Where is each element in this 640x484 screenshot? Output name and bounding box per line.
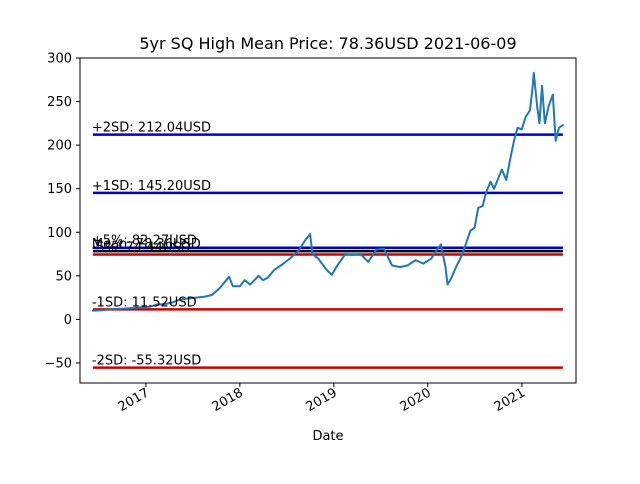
reference-line-label: -5%: 74.44USD (92, 241, 191, 256)
y-tick-label: −50 (45, 356, 72, 371)
reference-line-label: +2SD: 212.04USD (92, 121, 211, 136)
reference-lines (92, 133, 563, 369)
reference-line-label: +5%: 82.27USD (92, 234, 197, 249)
plot-area-frame (79, 57, 577, 384)
y-tick-label: 0 (64, 313, 72, 328)
x-tick-label: 2020 (398, 385, 434, 415)
y-tick-label: 100 (47, 226, 72, 241)
x-tick-label: 2017 (116, 385, 152, 415)
y-tick-label: 250 (47, 95, 72, 110)
y-tick-label: 300 (47, 52, 72, 67)
x-axis-label: Date (312, 429, 343, 444)
y-tick-label: 50 (55, 269, 72, 284)
reference-line-label: Mean: 78.36USD (92, 237, 201, 252)
y-axis: −50 0 50 100 150 200 250 300 (45, 52, 80, 371)
reference-line-label: +1SD: 145.20USD (92, 179, 211, 194)
chart-title: 5yr SQ High Mean Price: 78.36USD 2021-06… (139, 34, 516, 53)
reference-annotations: +2SD: 212.04USD +1SD: 145.20USD +5%: 82.27… (92, 121, 211, 369)
price-series (91, 71, 564, 312)
x-axis: 2017 2018 2019 2020 2021 (116, 383, 528, 415)
reference-line-label: -1SD: 11.52USD (92, 295, 197, 310)
x-tick-label: 2019 (304, 385, 340, 415)
reference-line-label: -2SD: -55.32USD (92, 354, 201, 369)
x-tick-label: 2018 (210, 385, 246, 415)
y-tick-label: 200 (47, 139, 72, 154)
price-line (91, 71, 564, 312)
x-tick-label: 2021 (492, 385, 528, 415)
y-tick-label: 150 (47, 182, 72, 197)
